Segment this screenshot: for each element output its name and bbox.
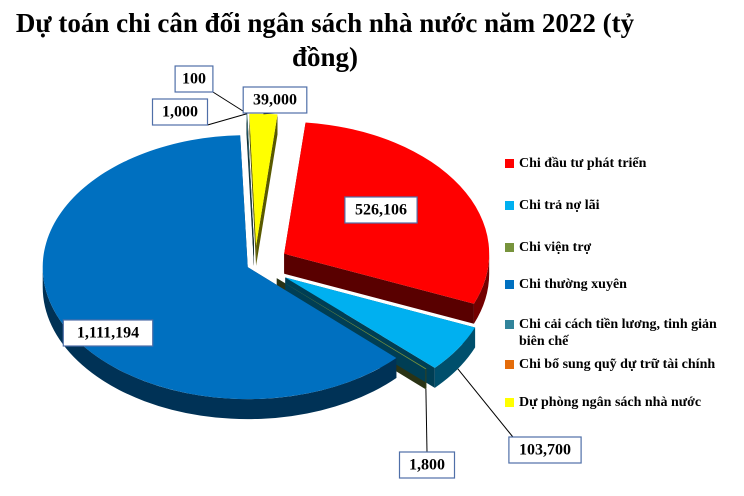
data-label: 1,111,194 (77, 325, 139, 342)
pie-slice-side (473, 253, 490, 324)
data-label: 39,000 (253, 92, 297, 109)
legend-label: Chi thường xuyên (519, 277, 627, 292)
pie-slice-edge (284, 253, 474, 324)
pie-slice-edge (246, 113, 254, 266)
data-label-box (151, 98, 209, 126)
legend-label: Chi bổ sung quỹ dự trữ tài chính (519, 357, 716, 372)
data-label: 1,800 (409, 457, 445, 474)
leader-line (212, 91, 248, 115)
data-label: 100 (182, 71, 206, 88)
legend-swatch (505, 201, 514, 210)
pie-slice (247, 113, 255, 246)
pie-slice-side (434, 327, 476, 388)
data-label: 526,106 (355, 202, 407, 219)
legend-item: Chi bổ sung quỹ dự trữ tài chính (505, 356, 741, 373)
legend-label: Chi trả nợ lãi (519, 198, 600, 213)
legend-swatch (505, 398, 514, 407)
pie-slice (246, 113, 254, 246)
pie-slice-edge (256, 114, 278, 266)
pie-slice-side (425, 368, 427, 390)
legend-item: Chi viện trợ (505, 239, 741, 256)
legend-item: Chi cải cách tiền lương, tinh giản biên … (505, 316, 741, 350)
pie-slice (285, 277, 476, 368)
legend-item: Chi thường xuyên (505, 276, 741, 293)
legend-label: Chi viện trợ (519, 240, 592, 255)
pie-slice (276, 278, 427, 370)
legend-item: Chi trả nợ lãi (505, 197, 741, 214)
legend-swatch (505, 280, 514, 289)
legend-label: Chi đầu tư phát triển (519, 156, 647, 171)
chart-title: Dự toán chi cân đối ngân sách nhà nước n… (15, 8, 635, 72)
data-label: 103,700 (519, 442, 571, 459)
data-label: 1,000 (162, 104, 198, 121)
data-label-box (344, 196, 418, 224)
data-label-box (242, 86, 308, 114)
leader-line (425, 388, 428, 453)
pie-slice (249, 113, 278, 246)
data-label-box (174, 65, 214, 93)
legend-swatch (505, 159, 514, 168)
legend-swatch (505, 243, 514, 252)
leader-line (207, 113, 247, 126)
legend-item: Chi đầu tư phát triển (505, 155, 741, 172)
pie-slice-edge (249, 113, 257, 266)
leader-line (457, 368, 514, 438)
legend-label: Dự phòng ngân sách nhà nước (519, 395, 702, 410)
data-label-box (398, 451, 456, 479)
legend-item: Dự phòng ngân sách nhà nước (505, 394, 741, 411)
legend-label: Chi cải cách tiền lương, tinh giản biên … (519, 317, 717, 349)
legend-swatch (505, 320, 514, 329)
legend-swatch (505, 360, 514, 369)
pie-slice-side (42, 267, 397, 420)
data-label-box (508, 436, 582, 464)
data-label-box (62, 319, 154, 347)
